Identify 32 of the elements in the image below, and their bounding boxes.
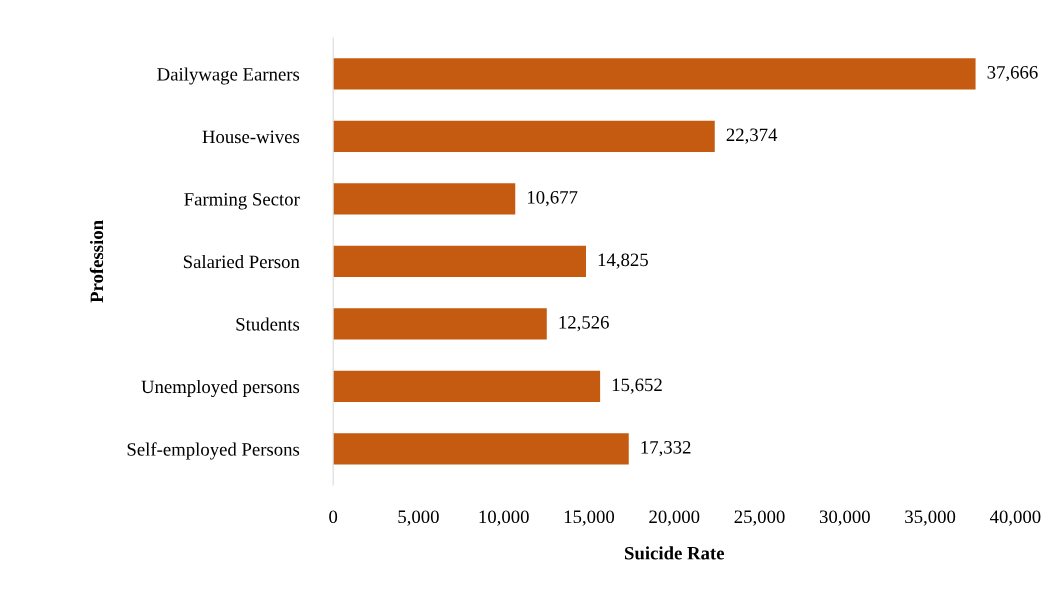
bar: [333, 183, 516, 215]
x-tick-label: 5,000: [398, 510, 439, 526]
x-tick-label: 0: [329, 510, 338, 524]
data-label: 37,666: [987, 66, 1038, 82]
y-tick-label: Students: [236, 317, 300, 331]
data-label: 14,825: [598, 253, 648, 269]
y-tick-label: House-wives: [202, 130, 300, 144]
x-axis-title: Suicide Rate: [625, 546, 725, 560]
bar: [333, 245, 586, 278]
x-tick-label: 25,000: [734, 510, 785, 526]
y-tick-label: Dailywage Earners: [157, 67, 300, 85]
data-label: 22,374: [726, 128, 778, 144]
data-label: 10,677: [528, 190, 578, 207]
bar: [333, 120, 715, 153]
y-tick-label: Farming Sector: [184, 193, 300, 210]
y-tick-label: Self-employed Persons: [127, 442, 300, 460]
y-tick-label: Unemployed persons: [141, 379, 300, 397]
data-label: 15,652: [612, 378, 662, 394]
bar: [333, 370, 601, 403]
x-tick-label: 10,000: [479, 510, 529, 526]
x-tick-label: 40,000: [989, 510, 1041, 526]
data-label: 17,332: [641, 441, 691, 457]
x-tick-label: 15,000: [564, 510, 615, 526]
x-tick-label: 30,000: [819, 510, 870, 526]
bar: [333, 308, 547, 340]
bar: [333, 433, 629, 465]
x-tick-label: 20,000: [649, 510, 700, 526]
data-label: 12,526: [559, 316, 609, 332]
bar: [333, 58, 976, 90]
y-tick-label: Salaried Person: [183, 254, 300, 269]
y-axis-title: Profession: [89, 220, 104, 303]
x-tick-label: 35,000: [905, 510, 956, 526]
